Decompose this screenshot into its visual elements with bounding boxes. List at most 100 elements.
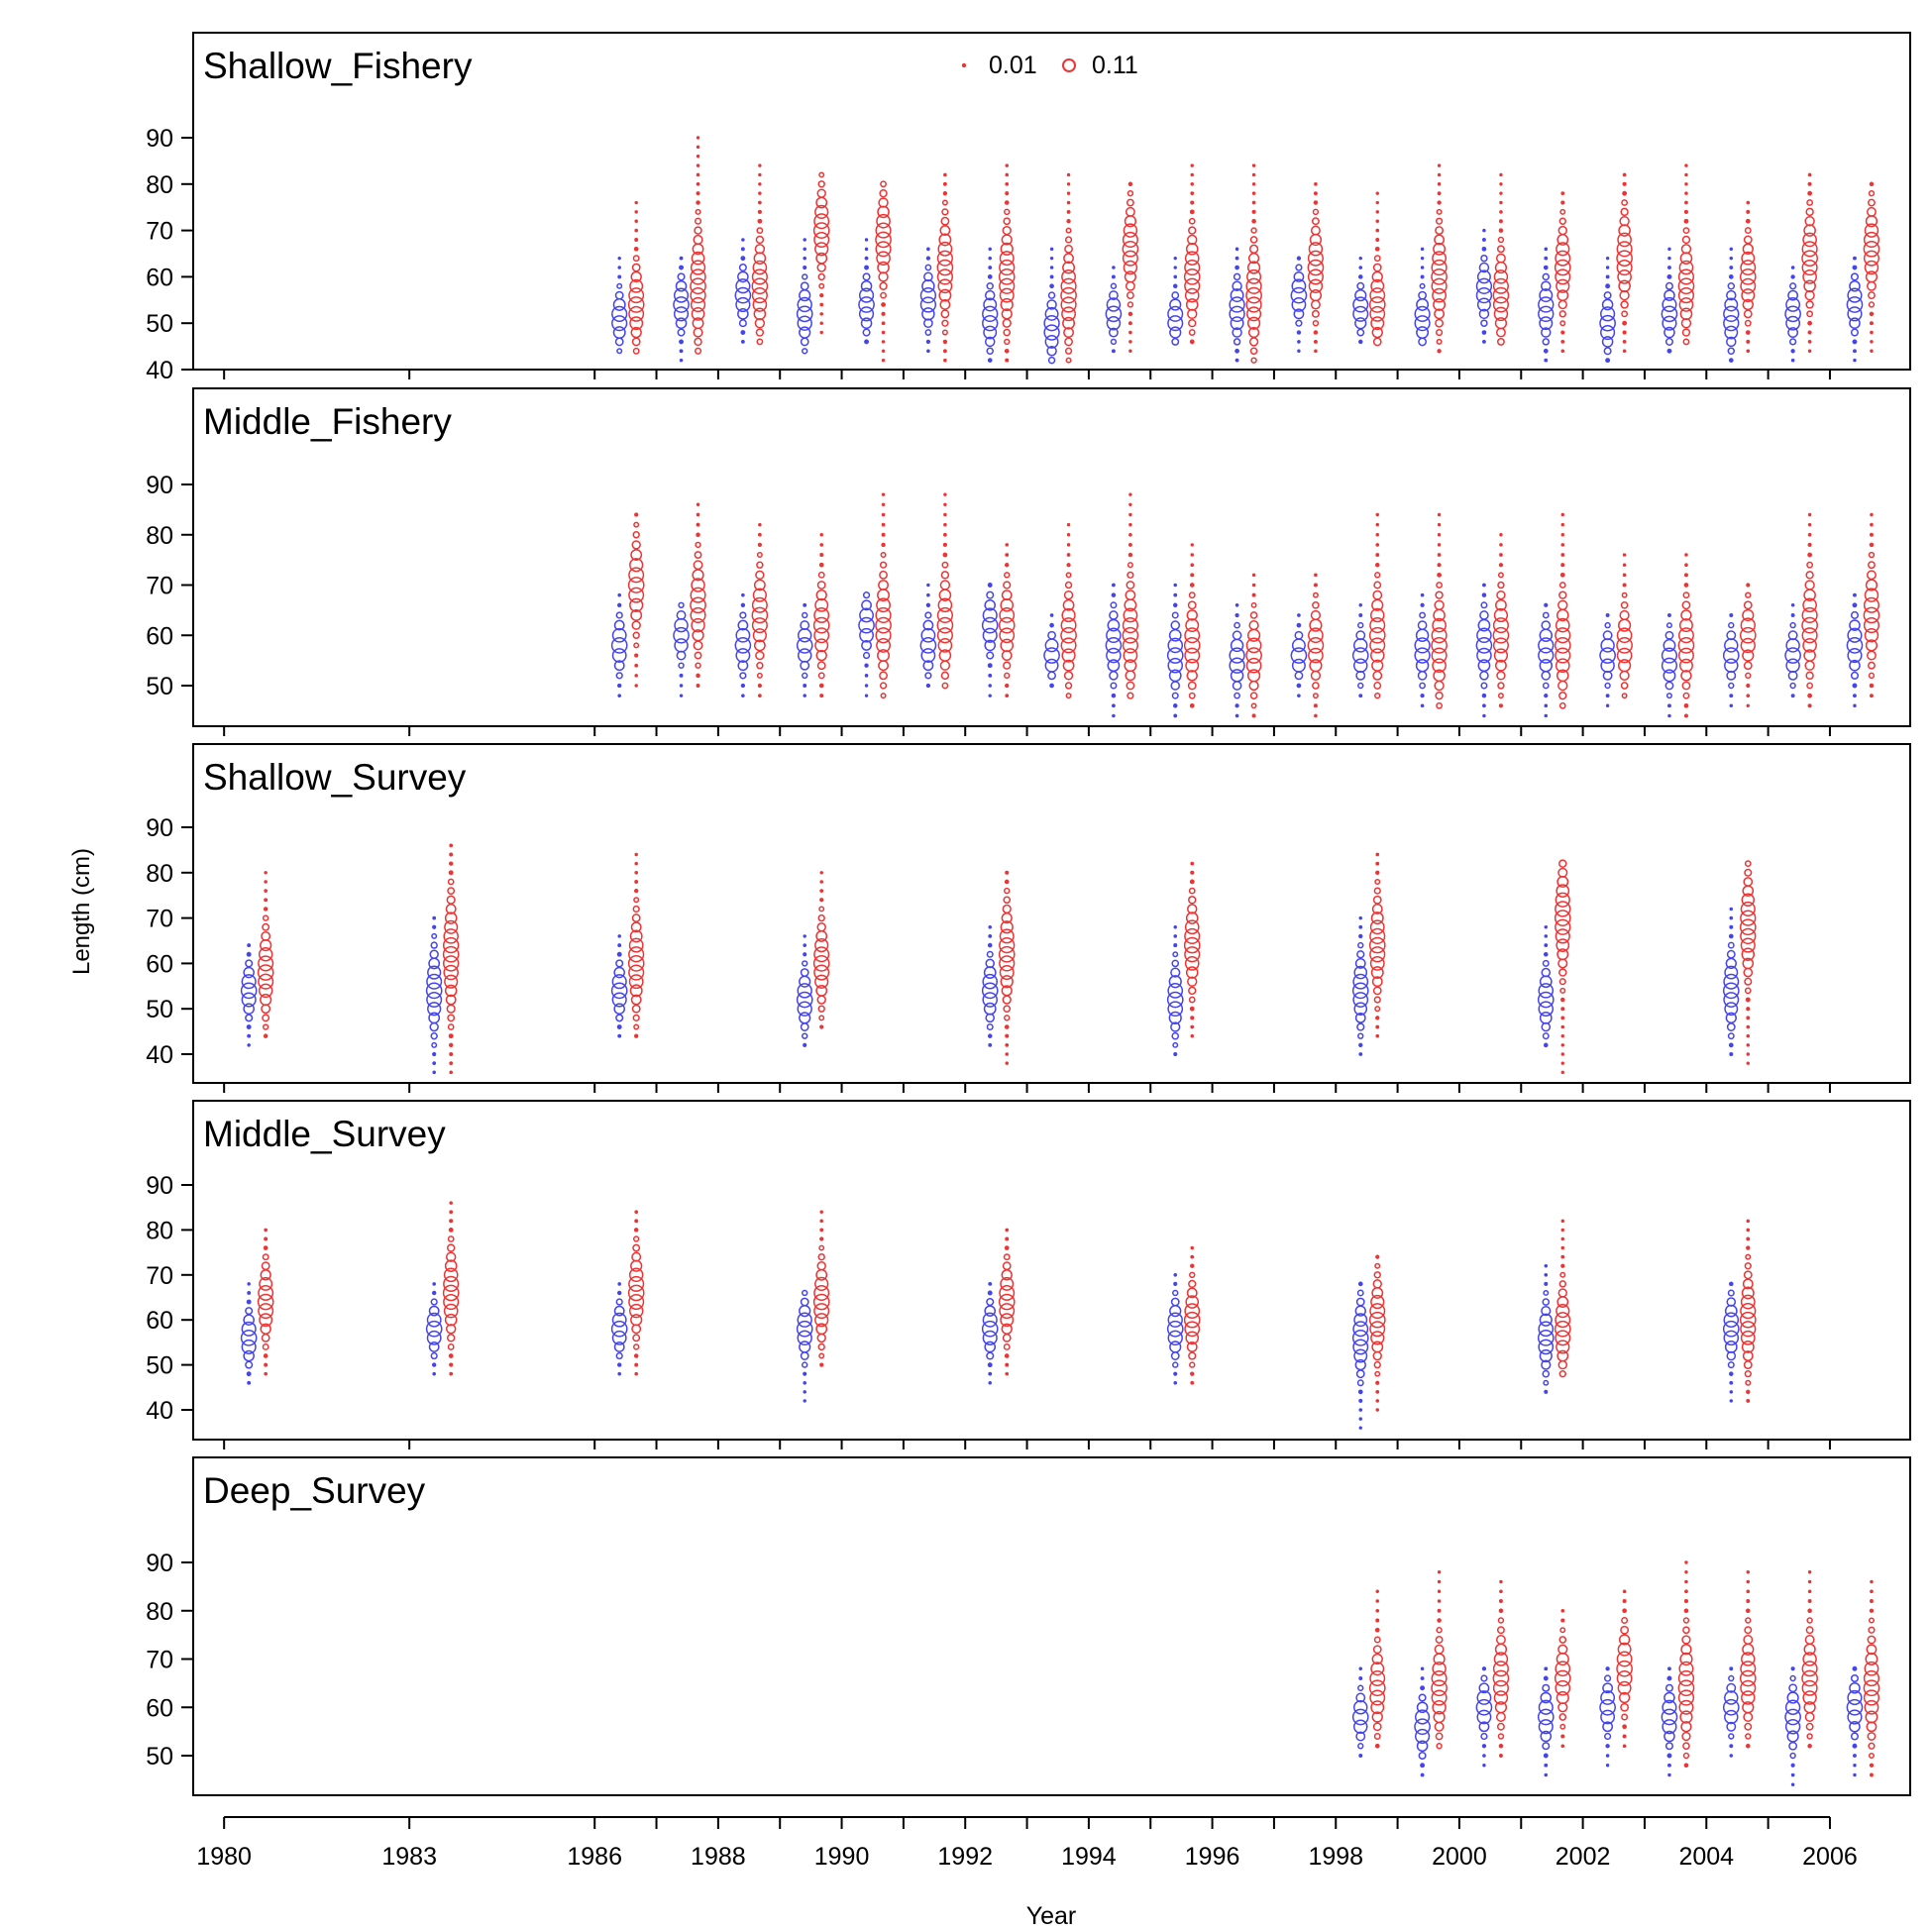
male-point xyxy=(1864,223,1879,238)
male-point xyxy=(819,889,824,893)
male-point xyxy=(1314,349,1318,354)
male-column-2005 xyxy=(1801,512,1818,708)
male-column-1999 xyxy=(1431,512,1448,709)
female-point xyxy=(673,296,690,313)
male-point xyxy=(1184,647,1201,664)
male-point xyxy=(939,299,951,310)
female-point xyxy=(243,966,255,979)
male-point xyxy=(264,1362,268,1367)
male-point xyxy=(1617,1642,1632,1657)
male-point xyxy=(1248,680,1259,692)
female-point xyxy=(797,983,812,999)
male-point xyxy=(881,302,886,307)
female-point xyxy=(926,349,930,354)
female-point xyxy=(240,982,258,1000)
male-point xyxy=(628,305,645,322)
male-point xyxy=(1123,223,1138,238)
female-point xyxy=(802,273,808,280)
male-point xyxy=(880,693,887,699)
male-point xyxy=(1188,1279,1197,1289)
male-point xyxy=(1064,337,1073,347)
male-point xyxy=(1618,1634,1631,1646)
male-point xyxy=(1498,1608,1504,1614)
female-point xyxy=(1047,630,1056,640)
female-point xyxy=(615,959,624,968)
male-point xyxy=(1495,598,1507,611)
female-point xyxy=(1478,308,1490,320)
male-point xyxy=(1066,543,1071,547)
male-point xyxy=(1311,217,1320,226)
female-point xyxy=(739,611,747,619)
male-point xyxy=(1740,617,1756,633)
male-point xyxy=(260,1323,271,1335)
male-point xyxy=(1677,637,1695,654)
female-point xyxy=(799,326,811,339)
male-point xyxy=(1370,316,1385,331)
male-point xyxy=(1743,1360,1753,1370)
male-point xyxy=(1746,694,1751,698)
male-point xyxy=(693,640,703,651)
male-point xyxy=(1868,198,1876,207)
female-column-2001 xyxy=(1538,247,1555,363)
female-point xyxy=(429,949,439,959)
male-point xyxy=(1499,553,1503,557)
male-point xyxy=(1555,1679,1571,1696)
male-point xyxy=(943,172,947,177)
female-point xyxy=(864,247,869,252)
female-point xyxy=(1358,339,1363,345)
female-column-1989 xyxy=(796,1289,813,1403)
female-point xyxy=(677,272,686,281)
y-tick-label: 80 xyxy=(146,1598,173,1626)
female-point xyxy=(1356,1289,1364,1297)
male-point xyxy=(1184,927,1201,944)
male-point xyxy=(1128,532,1132,537)
x-tick-label: 1990 xyxy=(814,1843,870,1871)
female-point xyxy=(802,1032,808,1039)
male-point xyxy=(1251,583,1256,588)
male-point xyxy=(1556,1304,1570,1319)
male-point xyxy=(1066,553,1071,557)
female-point xyxy=(1043,315,1060,332)
male-point xyxy=(1807,693,1813,698)
male-point xyxy=(880,291,887,299)
male-point xyxy=(1870,512,1874,517)
female-point xyxy=(1420,247,1425,252)
male-column-1995 xyxy=(1183,861,1201,1038)
male-point xyxy=(628,287,645,304)
male-point xyxy=(264,1371,268,1376)
male-point xyxy=(881,532,886,537)
female-point xyxy=(1232,280,1242,292)
male-point xyxy=(1000,597,1015,612)
male-point xyxy=(757,218,763,224)
male-point xyxy=(1807,349,1812,354)
male-point xyxy=(634,1371,639,1376)
female-point xyxy=(988,1042,993,1047)
female-point xyxy=(1666,348,1672,354)
male-point xyxy=(1556,1690,1569,1705)
male-point xyxy=(1868,672,1876,680)
male-point xyxy=(1003,217,1012,226)
male-point xyxy=(1678,1661,1694,1676)
female-point xyxy=(1727,1032,1735,1040)
male-point xyxy=(449,1371,454,1376)
panel-frame xyxy=(192,32,1911,371)
male-point xyxy=(443,1275,460,1292)
female-point xyxy=(1538,1699,1554,1715)
female-point xyxy=(1542,1742,1551,1751)
female-point xyxy=(861,599,872,611)
male-point xyxy=(1557,1288,1567,1298)
male-point xyxy=(819,533,823,537)
male-point xyxy=(1250,227,1257,234)
male-point xyxy=(1004,1015,1011,1021)
male-point xyxy=(1433,1710,1446,1724)
male-point xyxy=(1063,590,1074,600)
female-point xyxy=(241,1321,257,1337)
male-point xyxy=(696,200,700,205)
female-point xyxy=(1353,1002,1368,1017)
female-point xyxy=(1234,247,1239,252)
female-point xyxy=(1849,1720,1861,1733)
male-point xyxy=(1122,250,1138,267)
female-point xyxy=(428,957,441,970)
female-point xyxy=(1541,620,1552,630)
